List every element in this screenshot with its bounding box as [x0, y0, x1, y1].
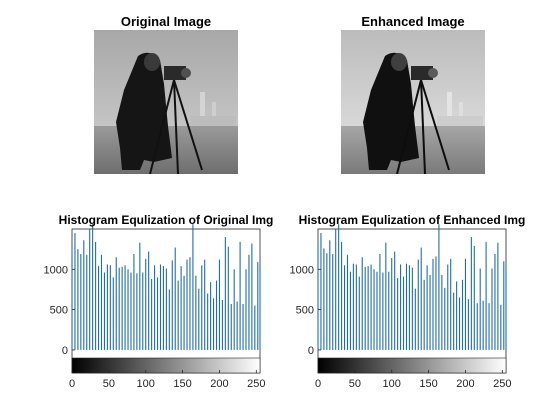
y-tick-label: 1000: [44, 264, 68, 276]
enhanced-image-title: Enhanced Image: [361, 14, 465, 29]
y-tick-label: 500: [50, 305, 68, 317]
cameraman-photo-original: [94, 30, 238, 174]
x-tick-label: 200: [456, 378, 474, 390]
chart-title: Histogram Equlization of Enhanced Img: [299, 213, 526, 227]
original-image-title: Original Image: [120, 14, 212, 29]
x-tick-label: 0: [315, 378, 321, 390]
y-tick-label: 1000: [290, 264, 314, 276]
x-tick-label: 200: [210, 378, 228, 390]
grayscale-colorbar: [71, 357, 261, 374]
y-tick-label: 500: [296, 305, 314, 317]
x-tick-label: 150: [419, 378, 437, 390]
chart-title: Histogram Equlization of Original Img: [59, 213, 274, 227]
x-tick-label: 250: [493, 378, 511, 390]
grayscale-colorbar: [317, 357, 507, 374]
x-tick-label: 50: [103, 378, 115, 390]
x-tick-label: 0: [69, 378, 75, 390]
x-tick-label: 100: [383, 378, 401, 390]
y-tick-label: 0: [308, 345, 314, 357]
x-tick-label: 50: [349, 378, 361, 390]
x-tick-label: 150: [173, 378, 191, 390]
y-tick-label: 0: [62, 345, 68, 357]
x-tick-label: 100: [137, 378, 155, 390]
x-tick-label: 250: [247, 378, 265, 390]
cameraman-photo-enhanced: [341, 30, 485, 174]
